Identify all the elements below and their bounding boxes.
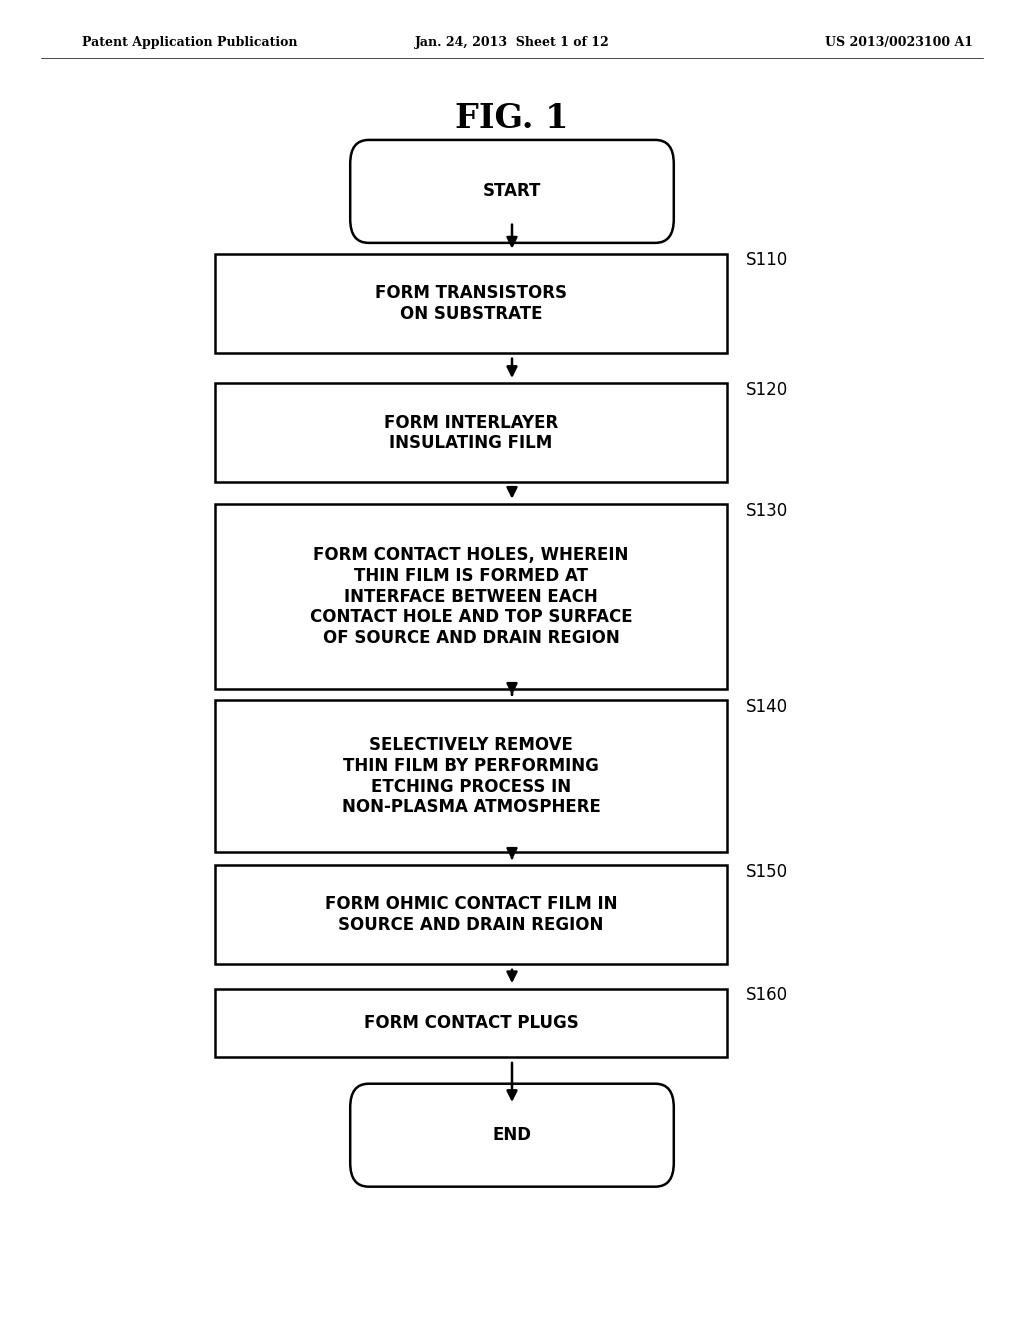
- Text: Jan. 24, 2013  Sheet 1 of 12: Jan. 24, 2013 Sheet 1 of 12: [415, 36, 609, 49]
- Text: SELECTIVELY REMOVE
THIN FILM BY PERFORMING
ETCHING PROCESS IN
NON-PLASMA ATMOSPH: SELECTIVELY REMOVE THIN FILM BY PERFORMI…: [342, 737, 600, 816]
- Text: S150: S150: [745, 863, 787, 880]
- Text: FIG. 1: FIG. 1: [456, 103, 568, 135]
- Text: S120: S120: [745, 380, 787, 399]
- Text: S110: S110: [745, 251, 787, 269]
- FancyBboxPatch shape: [350, 140, 674, 243]
- FancyBboxPatch shape: [350, 1084, 674, 1187]
- Text: FORM INTERLAYER
INSULATING FILM: FORM INTERLAYER INSULATING FILM: [384, 413, 558, 453]
- Text: FORM CONTACT PLUGS: FORM CONTACT PLUGS: [364, 1014, 579, 1032]
- Bar: [215, 383, 727, 482]
- Text: Patent Application Publication: Patent Application Publication: [82, 36, 297, 49]
- Text: END: END: [493, 1126, 531, 1144]
- Text: US 2013/0023100 A1: US 2013/0023100 A1: [824, 36, 973, 49]
- Text: FORM CONTACT HOLES, WHEREIN
THIN FILM IS FORMED AT
INTERFACE BETWEEN EACH
CONTAC: FORM CONTACT HOLES, WHEREIN THIN FILM IS…: [309, 546, 633, 647]
- Text: START: START: [482, 182, 542, 201]
- Bar: [215, 866, 727, 964]
- Bar: [215, 700, 727, 853]
- Text: FORM TRANSISTORS
ON SUBSTRATE: FORM TRANSISTORS ON SUBSTRATE: [375, 284, 567, 323]
- Bar: [215, 253, 727, 352]
- Bar: [215, 504, 727, 689]
- Text: S130: S130: [745, 502, 787, 520]
- Text: S140: S140: [745, 697, 787, 715]
- Bar: [215, 989, 727, 1057]
- Text: FORM OHMIC CONTACT FILM IN
SOURCE AND DRAIN REGION: FORM OHMIC CONTACT FILM IN SOURCE AND DR…: [325, 895, 617, 935]
- Text: S160: S160: [745, 986, 787, 1005]
